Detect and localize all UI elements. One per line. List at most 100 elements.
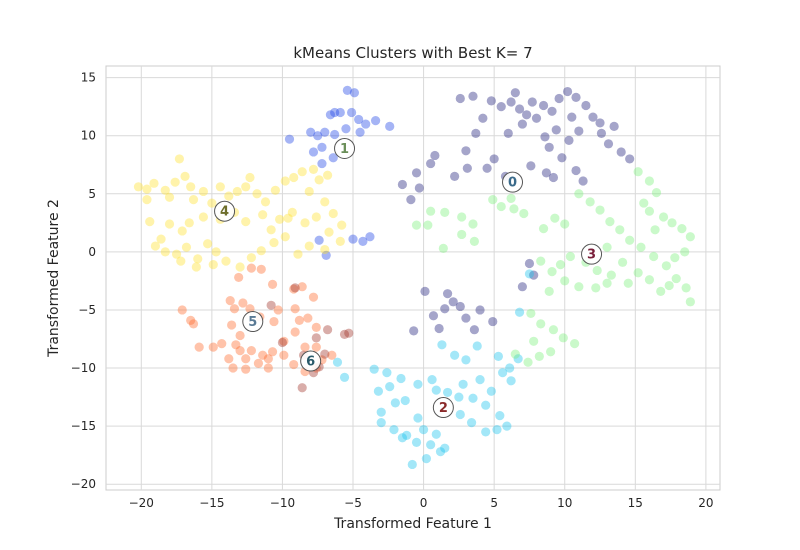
data-point (585, 197, 595, 207)
data-point (551, 125, 561, 135)
data-point (397, 433, 408, 443)
data-point (297, 383, 307, 393)
data-point (320, 127, 330, 137)
data-point (558, 333, 568, 343)
data-point (478, 113, 488, 123)
data-point (280, 232, 290, 242)
centroid-label: 2 (439, 401, 448, 416)
data-point (308, 147, 319, 157)
x-axis-label: Transformed Feature 1 (333, 516, 492, 532)
data-point (461, 313, 471, 323)
centroid-marker (432, 397, 454, 419)
data-point (468, 393, 478, 403)
y-tick-label: −20 (71, 477, 96, 491)
data-point (208, 260, 218, 270)
data-point (390, 398, 400, 408)
data-point (341, 124, 351, 134)
data-point (269, 237, 279, 248)
data-point (426, 206, 436, 216)
x-tick-label: 0 (420, 496, 428, 510)
data-point (550, 213, 560, 223)
data-point (335, 107, 345, 118)
data-point (633, 268, 643, 278)
data-point (241, 364, 251, 374)
chart-title: kMeans Clusters with Best K= 7 (293, 44, 532, 62)
data-point (664, 280, 674, 291)
data-point (413, 413, 423, 423)
data-point (681, 283, 691, 293)
centroid-label: 0 (508, 176, 517, 191)
data-point (256, 246, 266, 256)
data-point (203, 239, 213, 249)
data-point (376, 418, 386, 428)
data-point (411, 220, 422, 230)
data-point (548, 325, 559, 335)
data-point (269, 316, 279, 327)
data-point (428, 311, 439, 321)
data-point (557, 153, 567, 163)
data-point (455, 409, 465, 420)
data-point (266, 225, 276, 235)
data-point (570, 339, 580, 349)
data-point (581, 100, 591, 111)
cluster-4-points (133, 154, 347, 272)
centroid-marker (242, 311, 264, 333)
data-point (402, 430, 412, 441)
data-point (667, 218, 677, 228)
data-point (529, 270, 539, 280)
data-point (503, 128, 513, 138)
data-point (323, 170, 333, 180)
centroid-marker (300, 350, 322, 372)
data-point (294, 315, 304, 325)
data-point (289, 172, 299, 183)
data-point (438, 243, 448, 253)
data-point (426, 158, 436, 169)
data-point (263, 354, 273, 364)
centroid-marker (581, 243, 603, 265)
data-point (304, 241, 314, 251)
data-point (554, 93, 564, 104)
centroid-markers: 0 1 2 3 4 5 6 (214, 137, 603, 419)
data-point (260, 197, 271, 207)
data-point (217, 339, 227, 349)
data-point (514, 104, 525, 114)
data-point (174, 154, 184, 164)
data-point (142, 194, 152, 205)
data-point (330, 107, 340, 118)
data-point (468, 91, 478, 101)
data-point (225, 296, 235, 306)
data-point (293, 249, 303, 259)
data-point (496, 201, 506, 212)
data-point (170, 177, 180, 187)
plot-background (105, 65, 721, 491)
data-point (411, 168, 422, 178)
data-point (466, 418, 477, 428)
data-point (571, 92, 581, 102)
data-point (365, 232, 375, 242)
data-point (300, 342, 310, 352)
data-point (400, 395, 410, 406)
data-point (661, 261, 671, 271)
data-point (596, 128, 607, 138)
data-point (455, 301, 465, 312)
data-point (246, 346, 256, 356)
data-point (605, 217, 615, 227)
centroid-6: 6 (300, 350, 322, 372)
data-point (475, 305, 485, 315)
y-axis-label: Transformed Feature 2 (46, 199, 62, 358)
cluster-2-points (332, 269, 535, 470)
data-point (234, 272, 244, 283)
data-point (321, 250, 331, 260)
data-point (685, 232, 695, 242)
data-point (275, 214, 285, 224)
x-tick-label: −20 (129, 496, 154, 510)
data-point (177, 305, 187, 315)
data-point (574, 189, 584, 199)
x-tick-label: 20 (698, 496, 713, 510)
data-point (300, 218, 310, 228)
data-point (344, 328, 354, 338)
data-point (536, 319, 546, 329)
data-point (324, 227, 334, 237)
data-point (164, 219, 175, 229)
data-point (413, 379, 423, 389)
